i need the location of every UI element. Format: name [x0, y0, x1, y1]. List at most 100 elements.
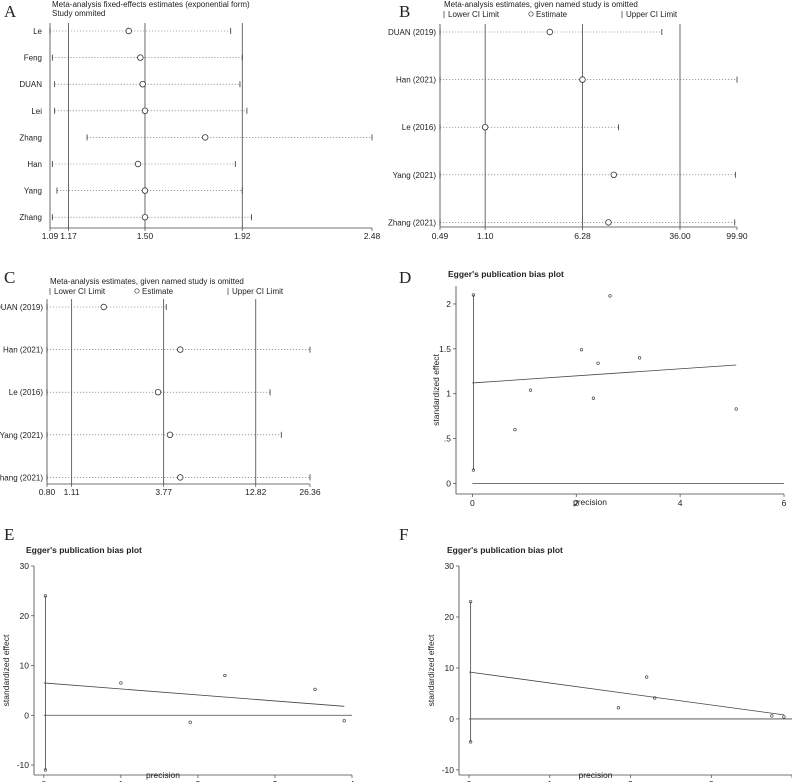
x-axis-label: precision [146, 770, 180, 780]
chart-title: Meta-analysis estimates, given named stu… [444, 0, 638, 9]
study-label: Zhang [19, 133, 42, 142]
chart-title: Meta-analysis fixed-effects estimates (e… [52, 0, 250, 9]
y-tick-label: 30 [20, 561, 30, 571]
x-tick-label: 1.11 [64, 487, 80, 497]
y-tick-label: -10 [442, 765, 455, 775]
estimate-point [605, 219, 612, 226]
data-point [313, 687, 317, 692]
x-tick-label: 3 [709, 779, 714, 782]
data-point [645, 675, 649, 679]
legend-lower-label: Lower CI Limit [54, 287, 106, 296]
estimate-point [546, 28, 554, 36]
estimate-point [100, 303, 107, 311]
x-tick-label: 0 [41, 779, 46, 782]
y-axis-label: standardized effect [1, 634, 11, 706]
panel-letter-f: F [399, 525, 408, 544]
data-point [513, 428, 517, 432]
x-tick-label: 6.28 [574, 231, 591, 241]
x-tick-label: 3 [273, 779, 278, 782]
estimate-point [177, 474, 184, 481]
study-label: Han (2021) [3, 346, 43, 355]
panel-e-egger-plot: Egger's publication bias plot -10 0 10 20 30 0… [1, 545, 355, 782]
x-axis-label: precision [578, 770, 612, 780]
chart-title: Egger's publication bias plot [26, 545, 142, 555]
estimate-point [177, 346, 184, 353]
estimate-point [166, 431, 174, 438]
study-label: Zhang (2021) [0, 473, 43, 482]
x-tick-label: 2 [628, 779, 633, 782]
data-point [471, 293, 476, 297]
y-tick-label: -10 [17, 760, 30, 770]
data-point [591, 396, 595, 400]
x-tick-label: 0.80 [39, 487, 56, 497]
regression-line [468, 671, 784, 716]
y-tick-label: 20 [20, 611, 30, 621]
x-tick-label: 2.48 [364, 231, 381, 241]
study-label: Han (2021) [396, 76, 436, 85]
chart-title: Meta-analysis estimates, given named stu… [50, 277, 244, 286]
y-tick-label: 1 [446, 389, 451, 399]
estimate-point [481, 123, 489, 131]
data-point [471, 468, 476, 472]
panel-letter-b: B [399, 2, 410, 21]
panel-letter-d: D [399, 268, 411, 287]
data-point [596, 361, 600, 365]
study-label: Yang (2021) [0, 431, 43, 440]
study-label: Yang [24, 187, 42, 196]
x-tick-label: 4 [790, 779, 792, 782]
y-tick-label: 2 [446, 299, 451, 309]
chart-title: Egger's publication bias plot [447, 545, 563, 555]
x-tick-label: 0 [470, 498, 475, 508]
estimate-point [137, 54, 144, 61]
x-tick-label: 1 [119, 779, 124, 782]
x-tick-label: 3.77 [155, 487, 172, 497]
chart-subtitle: Study ommited [52, 9, 105, 18]
panel-f-egger-plot: Egger's publication bias plot -10 0 10 20 30 0… [426, 545, 792, 782]
study-label: Han [27, 160, 42, 169]
chart-title: Egger's publication bias plot [448, 269, 564, 279]
estimate-point [141, 213, 149, 221]
x-tick-label: 4 [678, 498, 683, 508]
panel-b-influence-plot: Meta-analysis estimates, given named stu… [388, 0, 748, 241]
regression-line [472, 364, 737, 384]
legend-upper-label: Upper CI Limit [626, 10, 678, 19]
estimate-point [141, 107, 149, 114]
data-point [782, 715, 786, 719]
data-point [119, 681, 123, 685]
study-label: Feng [24, 54, 42, 63]
study-label: Le (2016) [9, 388, 44, 397]
x-tick-label: 2 [196, 779, 201, 782]
panel-c-influence-plot: Meta-analysis estimates, given named stu… [0, 277, 321, 497]
data-point [528, 388, 533, 392]
x-tick-label: 1.17 [60, 231, 77, 241]
x-tick-label: 6 [782, 498, 787, 508]
y-tick-label: .5 [444, 434, 451, 444]
study-label: Le (2016) [402, 123, 437, 132]
legend-estimate-marker [134, 288, 140, 294]
data-point [616, 706, 621, 710]
study-label: Yang (2021) [393, 171, 437, 180]
x-tick-label: 12.82 [245, 487, 267, 497]
x-tick-label: 1 [547, 779, 552, 782]
y-tick-label: 30 [445, 561, 455, 571]
y-tick-label: 20 [445, 612, 455, 622]
panel-letter-e: E [4, 525, 14, 544]
data-point [653, 696, 657, 700]
data-point [43, 768, 47, 772]
x-tick-label: 0 [467, 779, 472, 782]
y-tick-label: 0 [446, 479, 451, 489]
data-point [188, 720, 192, 724]
x-tick-label: 26.36 [299, 487, 321, 497]
study-label: DUAN (2019) [388, 28, 436, 37]
estimate-point [610, 171, 617, 178]
legend-estimate-label: Estimate [142, 287, 174, 296]
estimate-point [202, 134, 209, 141]
study-label: Le [33, 27, 42, 36]
data-point [469, 600, 473, 604]
y-tick-label: 1.5 [439, 344, 451, 354]
data-point [223, 673, 227, 678]
data-point [342, 719, 346, 723]
estimate-point [579, 76, 586, 83]
y-axis-label: standardized effect [431, 354, 441, 426]
x-tick-label: 2 [574, 498, 579, 508]
